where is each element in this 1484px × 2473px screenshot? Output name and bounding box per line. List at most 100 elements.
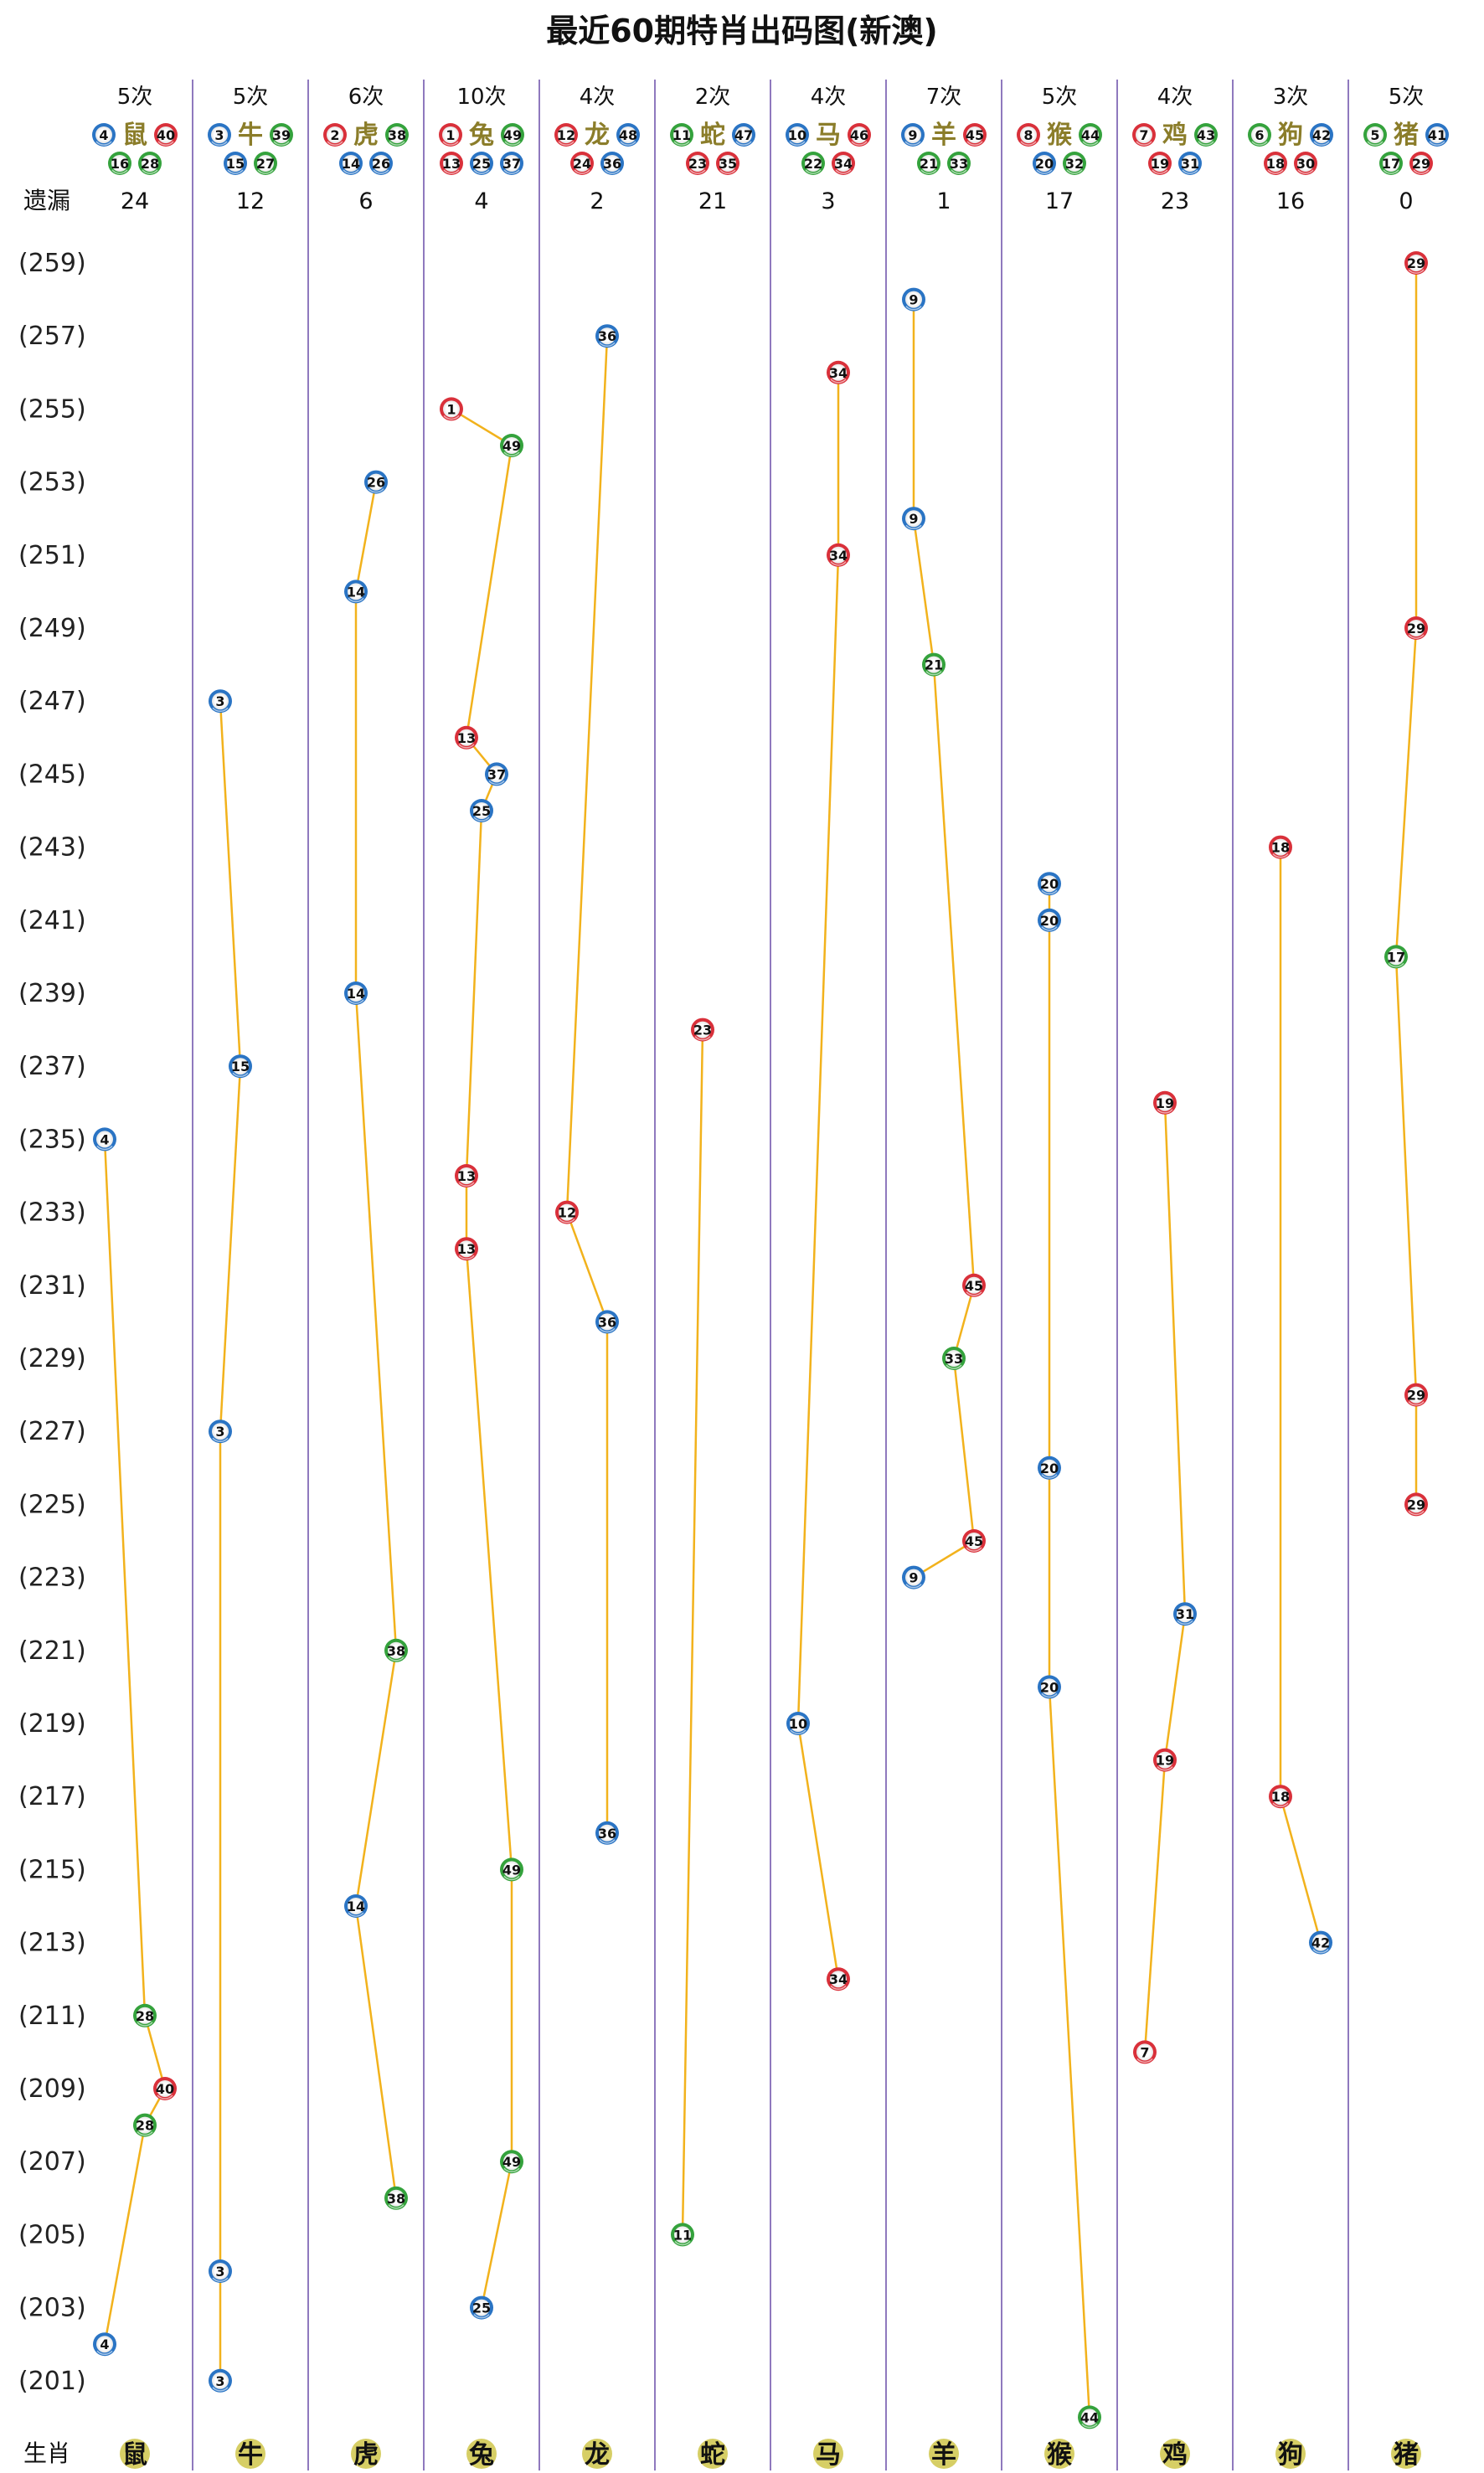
zodiac-footer-label: 牛 (238, 2440, 263, 2470)
svg-text:9: 9 (908, 127, 917, 143)
header-missing-value: 16 (1276, 188, 1305, 214)
zodiac-footer-label: 羊 (931, 2440, 956, 2470)
svg-text:8: 8 (1023, 127, 1033, 143)
svg-text:23: 23 (693, 1023, 712, 1038)
header-number-ball: 10 (786, 123, 809, 147)
svg-text:9: 9 (909, 511, 918, 527)
svg-text:23: 23 (688, 156, 707, 172)
header-number-ball: 20 (1033, 152, 1056, 175)
series-line (354, 992, 398, 1651)
period-tick-label: (253) (18, 468, 86, 497)
period-tick-label: (227) (18, 1417, 86, 1446)
period-tick-label: (233) (18, 1198, 86, 1228)
svg-text:5: 5 (1370, 127, 1379, 143)
period-tick-label: (223) (18, 1564, 86, 1593)
series-line (451, 408, 513, 447)
draw-point: 15 (229, 1054, 252, 1079)
zodiac-footer-label: 鼠 (122, 2440, 147, 2470)
draw-point: 38 (384, 2186, 408, 2210)
svg-text:49: 49 (502, 438, 521, 454)
svg-text:27: 27 (256, 156, 275, 172)
svg-text:17: 17 (1387, 949, 1405, 965)
svg-text:13: 13 (457, 730, 476, 746)
header-number-ball: 25 (470, 152, 493, 175)
svg-text:20: 20 (1040, 1461, 1059, 1476)
header-missing-value: 12 (236, 188, 265, 214)
header-number-ball: 37 (500, 152, 523, 175)
period-tick-label: (237) (18, 1052, 86, 1081)
period-tick-label: (215) (18, 1855, 86, 1884)
header-number-ball: 43 (1194, 123, 1218, 147)
svg-text:49: 49 (503, 127, 522, 143)
series-line (354, 1650, 398, 1907)
zodiac-footer-label: 龙 (585, 2440, 610, 2470)
draw-point: 49 (500, 434, 523, 457)
header-count: 5次 (117, 85, 153, 110)
zodiac-axis-label: 生肖 (23, 2440, 70, 2467)
header-number-ball: 26 (369, 152, 393, 175)
svg-text:10: 10 (789, 1716, 807, 1732)
svg-text:29: 29 (1407, 1388, 1425, 1404)
svg-text:46: 46 (850, 127, 868, 143)
svg-text:19: 19 (1156, 1753, 1174, 1769)
svg-text:14: 14 (342, 156, 360, 172)
period-tick-label: (243) (18, 833, 86, 863)
missing-label: 遗漏 (23, 187, 70, 214)
series-line (103, 2125, 147, 2345)
data-points: 2993634149269341429213133725182020171423… (93, 251, 1428, 2429)
svg-text:36: 36 (598, 1826, 616, 1842)
svg-text:37: 37 (487, 766, 506, 782)
svg-text:32: 32 (1065, 156, 1084, 172)
svg-text:20: 20 (1035, 156, 1054, 172)
zodiac-badge-bg (698, 2439, 728, 2469)
draw-point: 14 (344, 1894, 368, 1918)
draw-point: 20 (1038, 1455, 1061, 1480)
svg-text:45: 45 (965, 1533, 983, 1549)
svg-text:18: 18 (1271, 1789, 1290, 1805)
svg-text:14: 14 (347, 584, 365, 600)
header-missing-value: 23 (1161, 188, 1189, 214)
period-tick-label: (211) (18, 2002, 86, 2031)
header-count: 2次 (695, 85, 731, 110)
svg-text:42: 42 (1312, 127, 1331, 143)
header-number-ball: 21 (917, 152, 940, 175)
zodiac-badge-bg (582, 2439, 612, 2469)
draw-point: 4 (93, 1127, 116, 1151)
period-tick-label: (235) (18, 1125, 86, 1154)
header-zodiac-badge: 狗 (1278, 121, 1303, 150)
header-number-ball: 11 (670, 123, 693, 147)
header-number-ball: 31 (1178, 152, 1202, 175)
draw-point: 25 (470, 2295, 493, 2320)
header-number-ball: 22 (801, 152, 825, 175)
svg-text:3: 3 (215, 693, 224, 709)
period-tick-label: (245) (18, 760, 86, 789)
svg-text:37: 37 (502, 156, 521, 172)
zodiac-badge-bg (466, 2439, 497, 2469)
header-number-ball: 17 (1379, 152, 1403, 175)
header-number-ball: 39 (270, 123, 293, 147)
svg-text:13: 13 (457, 1241, 476, 1257)
draw-point: 28 (133, 2113, 157, 2137)
draw-point: 38 (384, 1638, 408, 1662)
svg-text:41: 41 (1428, 127, 1446, 143)
header-number-ball: 27 (254, 152, 277, 175)
zodiac-badge-bg (120, 2439, 150, 2469)
series-line (1394, 627, 1418, 957)
svg-text:28: 28 (136, 2118, 154, 2134)
svg-text:7: 7 (1139, 127, 1148, 143)
header-count: 4次 (1157, 85, 1193, 110)
draw-point: 29 (1404, 251, 1428, 275)
draw-point: 3 (209, 2259, 232, 2283)
header-number-ball: 42 (1310, 123, 1333, 147)
svg-text:21: 21 (920, 156, 938, 172)
header-number-ball: 49 (501, 123, 524, 147)
svg-text:4: 4 (99, 127, 108, 143)
svg-text:36: 36 (598, 1314, 616, 1330)
draw-point: 40 (153, 2077, 177, 2100)
zodiac-badge-bg (1275, 2439, 1306, 2469)
chart-title: 最近60期特肖出码图(新澳) (546, 13, 938, 49)
draw-point: 20 (1038, 872, 1061, 896)
header-number-ball: 24 (570, 152, 594, 175)
svg-text:35: 35 (719, 156, 737, 172)
